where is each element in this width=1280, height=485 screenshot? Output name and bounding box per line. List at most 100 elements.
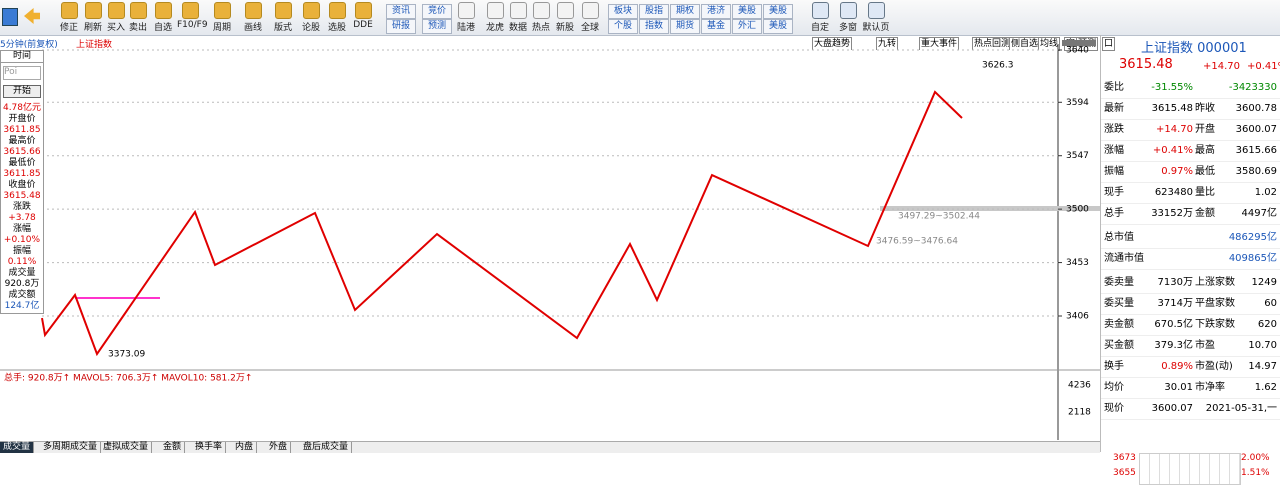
field-value: 3600.07 bbox=[1151, 403, 1193, 414]
toolbar-button[interactable]: 自选 bbox=[150, 2, 176, 33]
quote-row: 委比 -31.55% -3423330 bbox=[1101, 78, 1280, 99]
mini-grid bbox=[1139, 453, 1241, 485]
search-input[interactable]: Poi bbox=[3, 66, 41, 80]
toolbar-button[interactable]: 外汇 bbox=[732, 19, 762, 34]
toolbar-button[interactable]: 研报 bbox=[386, 19, 416, 34]
scroll-bar bbox=[1062, 40, 1096, 46]
mini-pct: 2.00% bbox=[1241, 453, 1270, 463]
field-value: 623480 bbox=[1154, 187, 1193, 198]
header-button[interactable]: 口 bbox=[1102, 37, 1116, 51]
toolbar-button[interactable]: 竞价 bbox=[422, 4, 452, 19]
toolbar-button[interactable]: 画线 bbox=[240, 2, 266, 33]
toolbar-button[interactable]: 自定 bbox=[805, 2, 835, 33]
label: 龙虎 bbox=[485, 23, 504, 33]
field-value: 60 bbox=[1264, 298, 1277, 309]
toolbar-button[interactable]: 刷新 bbox=[80, 2, 106, 33]
annotation: 3373.09 bbox=[108, 350, 145, 360]
tab[interactable]: 外盘 bbox=[266, 442, 292, 453]
label: 默认页 bbox=[862, 23, 890, 33]
quote-row: 总市值 486295亿 bbox=[1101, 228, 1280, 249]
field-value: 2021-05-31,一 bbox=[1205, 403, 1277, 414]
start-button[interactable]: 开始 bbox=[3, 85, 41, 98]
field-label: 下跌家数 bbox=[1195, 319, 1235, 330]
toolbar-button[interactable]: 热点 bbox=[528, 2, 554, 33]
toolbar-button[interactable]: 资讯 bbox=[386, 4, 416, 19]
label: 全球 bbox=[580, 23, 599, 33]
toolbar-button[interactable]: 美股 bbox=[732, 4, 762, 19]
toolbar-button[interactable]: 龙虎 bbox=[482, 2, 508, 33]
field-value: 33152万 bbox=[1151, 208, 1193, 219]
tab[interactable]: 成交量 bbox=[0, 442, 35, 453]
toolbar-button[interactable]: 板块 bbox=[608, 4, 638, 19]
toolbar-button[interactable]: 预测 bbox=[422, 19, 452, 34]
toolbar-button[interactable]: 卖出 bbox=[125, 2, 151, 33]
label: 自定 bbox=[810, 23, 829, 33]
quote-row: 振幅 0.97% 最低 3580.69 bbox=[1101, 162, 1280, 183]
field-label: 振幅 bbox=[1104, 166, 1124, 177]
field-label: 开盘价 bbox=[8, 114, 36, 124]
y-tick-label: 3547 bbox=[1066, 151, 1089, 161]
field-value: +3.78 bbox=[8, 213, 36, 223]
toolbar-button[interactable]: 默认页 bbox=[861, 2, 891, 33]
field-value: +14.70 bbox=[1155, 124, 1193, 135]
field-value: 3580.69 bbox=[1235, 166, 1277, 177]
icon bbox=[154, 2, 172, 19]
field-value: 3615.66 bbox=[3, 147, 41, 157]
toolbar-button[interactable]: 美股 bbox=[763, 19, 793, 34]
field-value: 409865亿 bbox=[1228, 253, 1277, 264]
field-value: 0.11% bbox=[7, 257, 37, 267]
toolbar-button[interactable]: 版式 bbox=[270, 2, 296, 33]
toolbar-button[interactable]: 新股 bbox=[552, 2, 578, 33]
quote-title: 上证指数 000001 bbox=[1141, 41, 1247, 56]
toolbar-button[interactable]: 指数 bbox=[639, 19, 669, 34]
field-value: +0.10% bbox=[3, 235, 41, 245]
toolbar-button[interactable]: 数据 bbox=[505, 2, 531, 33]
toolbar-button[interactable]: 周期 bbox=[209, 2, 235, 33]
icon bbox=[839, 2, 857, 19]
field-label: 委卖量 bbox=[1104, 277, 1134, 288]
tab[interactable]: 换手率 bbox=[192, 442, 227, 453]
toolbar-button[interactable]: 陆港 bbox=[453, 2, 479, 33]
y-tick-label: 3406 bbox=[1066, 312, 1089, 322]
field-label: 上涨家数 bbox=[1195, 277, 1235, 288]
quote-row: 流通市值 409865亿 bbox=[1101, 249, 1280, 270]
toolbar-button[interactable]: 多窗 bbox=[833, 2, 863, 33]
field-value: +0.41% bbox=[1152, 145, 1193, 156]
field-label: 市净率 bbox=[1195, 382, 1225, 393]
toolbar-button[interactable]: 基金 bbox=[701, 19, 731, 34]
indicator-tabs: 成交量 多周期成交量 虚拟成交量 金额 换手率 内盘 外盘 盘后成交量 bbox=[0, 441, 1100, 453]
toolbar-button[interactable]: 修正 bbox=[56, 2, 82, 33]
label: 论股 bbox=[301, 23, 320, 33]
toolbar-button[interactable]: 买入 bbox=[103, 2, 129, 33]
toolbar-button[interactable]: DDE bbox=[350, 2, 376, 30]
field-value: 14.97 bbox=[1248, 361, 1277, 372]
field-label: 委买量 bbox=[1104, 298, 1134, 309]
mini-price: 3655 bbox=[1113, 468, 1136, 478]
toolbar-button[interactable]: 股指 bbox=[639, 4, 669, 19]
tab[interactable]: 金额 bbox=[160, 442, 186, 453]
toolbar-button[interactable]: 港济 bbox=[701, 4, 731, 19]
toolbar-button[interactable]: 论股 bbox=[298, 2, 324, 33]
toolbar-button[interactable]: 个股 bbox=[608, 19, 638, 34]
tab[interactable]: 多周期成交量 bbox=[40, 442, 102, 453]
quote-price: 3615.48 bbox=[1119, 57, 1173, 72]
icon bbox=[302, 2, 320, 19]
toolbar-button[interactable]: 全球 bbox=[577, 2, 603, 33]
tab[interactable]: 虚拟成交量 bbox=[100, 442, 153, 453]
toolbar-button[interactable]: 美股 bbox=[763, 4, 793, 19]
toolbar-button[interactable]: 期权 bbox=[670, 4, 700, 19]
toolbar-button[interactable]: F10/F9 bbox=[177, 2, 208, 30]
field-value: 3611.85 bbox=[3, 169, 41, 179]
volume-tick: 4236 bbox=[1068, 381, 1091, 391]
volume-tick: 2118 bbox=[1068, 408, 1091, 418]
field-value: 1.02 bbox=[1254, 187, 1277, 198]
toolbar-button[interactable]: 选股 bbox=[324, 2, 350, 33]
field-value: 486295亿 bbox=[1228, 232, 1277, 243]
tab[interactable]: 盘后成交量 bbox=[300, 442, 353, 453]
tab[interactable]: 内盘 bbox=[232, 442, 258, 453]
label: F10/F9 bbox=[177, 20, 208, 30]
period[interactable]: 5分钟(前复权) bbox=[0, 40, 58, 50]
toolbar-button[interactable]: 期货 bbox=[670, 19, 700, 34]
field-label: 平盘家数 bbox=[1195, 298, 1235, 309]
field-label: 委比 bbox=[1104, 82, 1124, 93]
